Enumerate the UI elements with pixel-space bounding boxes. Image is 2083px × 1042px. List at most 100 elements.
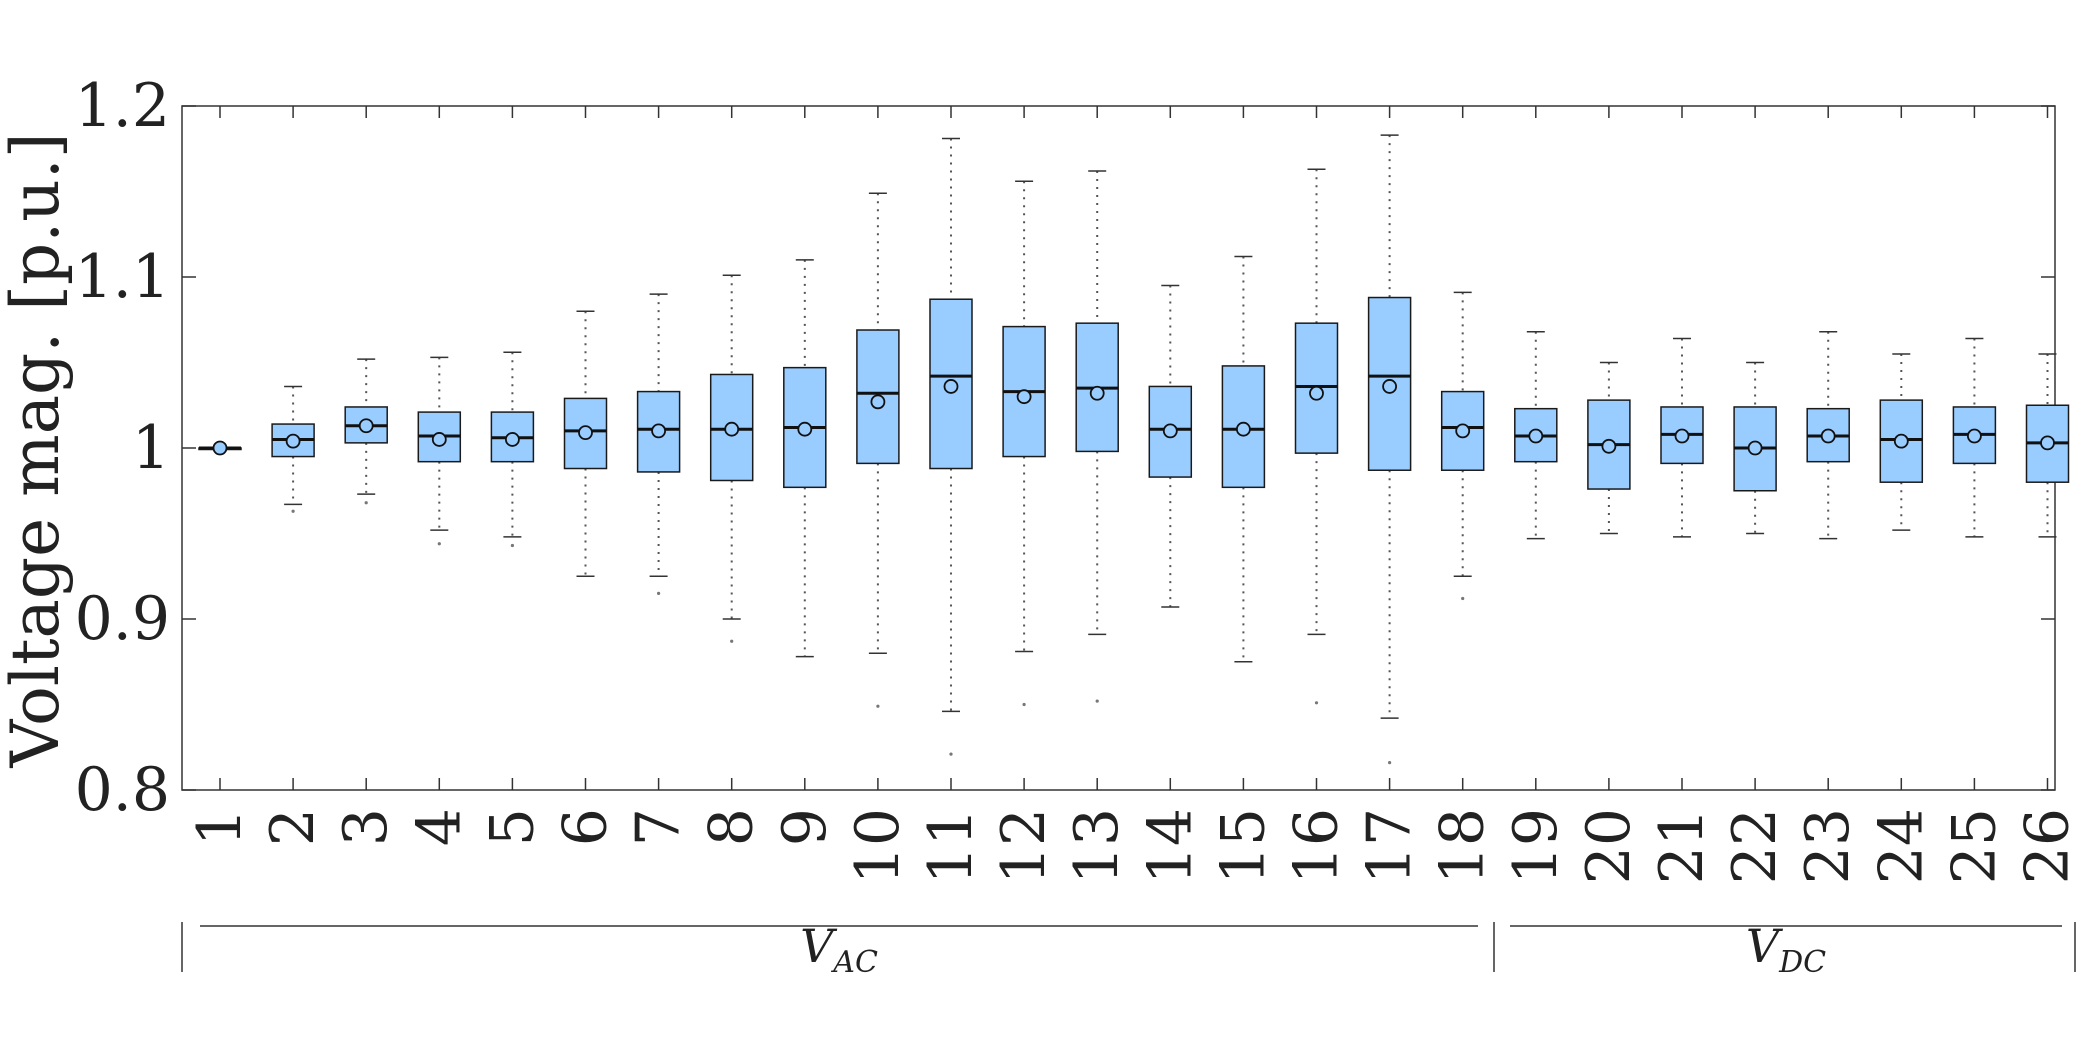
box-26 [2025,353,2070,538]
mean-marker [1601,438,1617,454]
x-axis: 1 2 3 4 5 6 7 8 9 10 11 12 13 14 15 16 17 18 19 20 21 22 23 24 2… [185,106,2083,884]
y-axis-title: Voltage mag. [p.u.] [0,133,74,769]
group-label-main: V [1746,919,1784,973]
outlier-point [876,704,880,708]
y-tick-label: 0.8 [75,755,170,825]
outlier-point [1388,761,1392,765]
mean-marker [212,440,228,456]
y-tick-label: 1.1 [75,242,170,312]
group-brackets: VAC VDC [181,919,2076,980]
outlier-point [730,639,734,643]
x-tick-label: 9 [770,808,840,846]
mean-marker [578,425,593,441]
box-15 [1221,255,1266,663]
outlier-point [437,542,441,546]
box-22 [1733,361,1777,535]
box-25 [1952,337,1997,538]
y-tick-label: 1 [132,413,170,483]
mean-marker [285,433,301,449]
outlier-point [1461,596,1465,601]
y-tick-label: 1.2 [75,71,170,141]
mean-marker [1016,389,1032,405]
mean-marker [943,379,959,394]
box-12 [1002,180,1046,707]
box-9 [783,259,827,658]
outlier-point [364,501,368,505]
x-tick-label: 4 [404,808,474,846]
x-tick-label: 5 [477,808,547,846]
box-20 [1587,361,1631,535]
x-tick-label: 1 [185,808,255,846]
mean-marker [1382,379,1397,394]
x-tick-label: 8 [697,808,767,846]
mean-marker [2040,435,2055,451]
box-19 [1514,330,1558,540]
outlier-point [510,543,514,548]
box-24 [1879,353,1924,531]
mean-marker [651,423,666,439]
x-tick-label: 22 [1720,808,1790,884]
x-tick-label: 25 [1939,808,2009,884]
box-17 [1367,134,1412,765]
outlier-point [1314,701,1319,705]
box-series [198,134,2070,765]
x-tick-label: 19 [1501,808,1571,884]
mean-marker [1967,428,1982,444]
x-tick-label: 3 [331,808,401,846]
x-tick-label: 21 [1647,808,1717,884]
box-4 [417,356,462,546]
box-10 [856,192,900,708]
box-3 [344,358,388,505]
box-2 [271,385,315,513]
outlier-point [1022,702,1026,707]
x-tick-label: 12 [989,808,1059,884]
mean-marker [1089,385,1105,401]
box-1 [198,440,242,456]
x-tick-label: 2 [258,808,328,846]
group-label-ac: VAC [800,919,878,980]
outlier-point [291,509,295,513]
box-iqr [1294,322,1339,454]
box-16 [1294,168,1339,705]
x-tick-label: 17 [1355,808,1425,884]
group-label-main: V [800,919,838,973]
x-tick-label: 16 [1282,808,1352,884]
box-5 [490,351,535,548]
mean-marker [797,421,813,437]
mean-marker [1528,428,1544,444]
x-tick-label: 11 [916,808,986,884]
box-23 [1806,330,1850,540]
x-tick-label: 13 [1062,808,1132,884]
box-8 [709,274,754,643]
mean-marker [1236,421,1251,437]
mean-marker [1747,440,1763,456]
mean-marker [358,418,374,434]
x-tick-label: 20 [1574,808,1644,884]
x-tick-label: 26 [2013,808,2083,884]
x-tick-label: 14 [1135,808,1205,884]
box-14 [1148,284,1193,608]
box-6 [563,310,608,577]
y-axis: 0.8 0.9 1 1.1 1.2 [75,71,2055,825]
x-tick-label: 10 [843,808,913,884]
mean-marker [1820,428,1836,444]
mean-marker [870,394,886,410]
mean-marker [1455,423,1471,439]
outlier-point [1095,699,1099,703]
box-21 [1660,337,1704,538]
outlier-point [657,591,661,595]
x-tick-label: 23 [1793,808,1863,884]
mean-marker [1309,385,1324,401]
mean-marker [1162,423,1178,439]
group-label-subscript: AC [830,945,878,980]
x-tick-label: 6 [551,808,621,846]
x-tick-label: 24 [1866,808,1936,884]
mean-marker [724,421,740,437]
x-tick-label: 15 [1208,808,1278,884]
mean-marker [1674,428,1690,444]
x-tick-label: 7 [624,808,694,846]
x-tick-label: 18 [1428,808,1498,884]
mean-marker [431,432,447,447]
box-18 [1440,291,1485,601]
